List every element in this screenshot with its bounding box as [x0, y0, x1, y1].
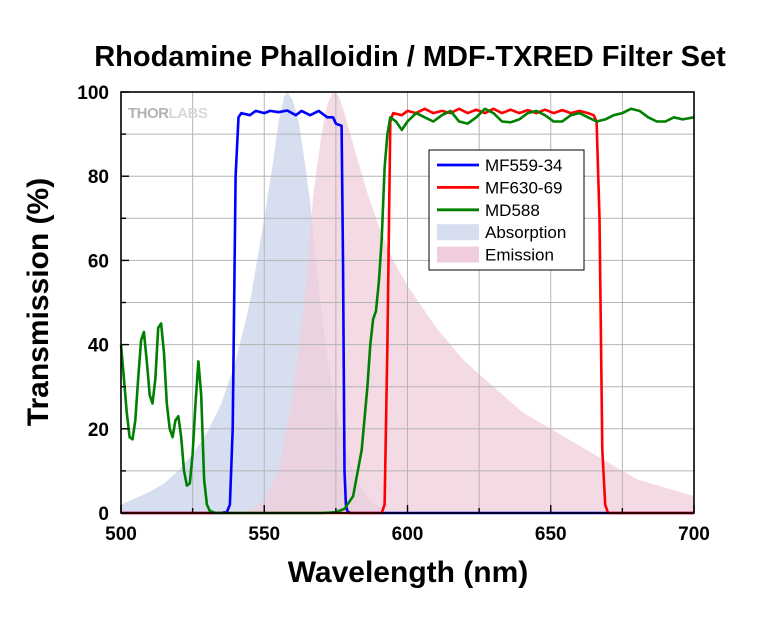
watermark-logo: THORLABS — [128, 105, 208, 122]
watermark-logo-labs: LABS — [169, 105, 208, 122]
watermark-logo-thor: THOR — [128, 105, 169, 122]
y-tick-label: 60 — [88, 251, 109, 272]
chart-title: Rhodamine Phalloidin / MDF-TXRED Filter … — [94, 41, 726, 73]
x-axis-label: Wavelength (nm) — [288, 556, 529, 589]
x-tick-label: 500 — [105, 524, 137, 545]
x-tick-label: 650 — [535, 524, 567, 545]
legend-swatch — [437, 246, 479, 263]
x-tick-label: 550 — [248, 524, 280, 545]
line-layer — [119, 107, 695, 515]
legend-label: MD588 — [485, 201, 540, 220]
y-axis-label: Transmission (%) — [22, 178, 55, 426]
grid-layer — [121, 92, 694, 513]
legend-label: MF559-34 — [485, 156, 562, 175]
line-md588 — [119, 107, 695, 515]
y-tick-label: 80 — [88, 167, 109, 188]
legend-swatch — [437, 224, 479, 241]
line-mf559-34 — [121, 109, 694, 515]
axes-layer — [120, 91, 695, 514]
area-emission — [235, 92, 694, 513]
x-tick-label: 700 — [678, 524, 710, 545]
y-tick-label: 20 — [88, 420, 109, 441]
y-tick-label: 40 — [88, 336, 109, 357]
legend-label: MF630-69 — [485, 178, 562, 197]
legend-label: Emission — [485, 246, 554, 265]
y-tick-label: 0 — [98, 504, 109, 525]
legend-label: Absorption — [485, 223, 566, 242]
legend: MF559-34 MF630-69 MD588 Absorption Emission — [428, 149, 585, 271]
line-mf630-69 — [121, 107, 694, 515]
x-tick-label: 600 — [392, 524, 424, 545]
y-tick-label: 100 — [77, 83, 109, 104]
tick-labels: 500 550 600 650 700 0 20 40 60 80 100 — [77, 83, 710, 545]
